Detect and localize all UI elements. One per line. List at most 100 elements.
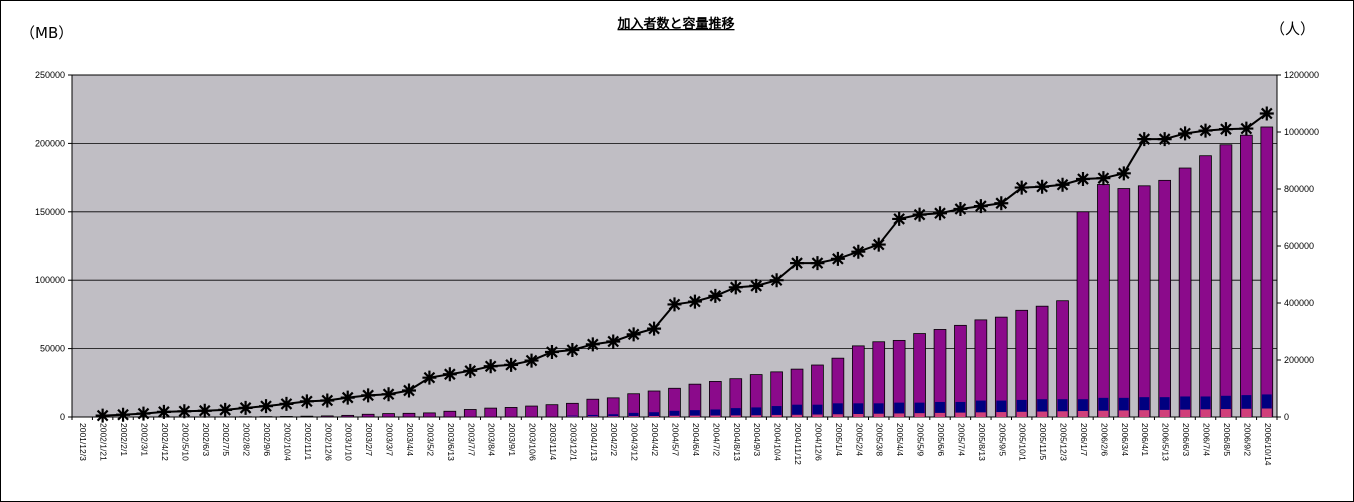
x-tick-label: 2004/10/4 (773, 423, 783, 461)
capacity-segment (873, 403, 884, 417)
capacity-segment (996, 412, 1007, 417)
capacity-bar (1158, 179, 1171, 418)
capacity-bar (1199, 155, 1212, 418)
subscriber-marker (585, 337, 600, 352)
subscriber-marker (1157, 132, 1172, 147)
subscriber-marker (279, 396, 294, 411)
subscriber-marker (565, 343, 580, 358)
x-tick-label: 2004/2/2 (609, 423, 619, 456)
capacity-bar (1137, 185, 1151, 418)
subscriber-marker (156, 404, 171, 419)
x-tick-label: 2003/2/7 (364, 423, 374, 456)
capacity-segment (1016, 399, 1027, 417)
subscriber-marker (381, 387, 396, 402)
x-tick-label: 2004/1/13 (589, 423, 599, 461)
subscriber-marker (1096, 171, 1111, 186)
capacity-segment (751, 407, 762, 417)
capacity-segment (853, 413, 864, 417)
subscriber-marker (95, 408, 110, 423)
subscriber-marker (769, 273, 784, 288)
subscriber-marker (810, 256, 825, 271)
subscriber-marker (973, 199, 988, 214)
subscriber-marker (933, 206, 948, 221)
capacity-segment (1078, 399, 1088, 417)
capacity-segment (1221, 409, 1231, 417)
subscriber-marker (1116, 166, 1131, 181)
capacity-segment (628, 412, 639, 417)
subscriber-marker (1218, 122, 1233, 137)
x-tick-label: 2005/6/6 (936, 423, 946, 456)
subscriber-marker (320, 393, 335, 408)
left-tick-label: 100000 (35, 275, 65, 285)
subscriber-marker (177, 404, 192, 419)
capacity-bar (300, 415, 314, 418)
x-tick-label: 2003/8/4 (487, 423, 497, 456)
capacity-segment (955, 412, 966, 417)
capacity-segment (710, 415, 721, 417)
x-tick-label: 2006/5/13 (1161, 423, 1171, 461)
capacity-bar (341, 414, 355, 418)
capacity-bar (1260, 126, 1274, 418)
subscriber-marker (1055, 177, 1070, 192)
left-tick-label: 200000 (35, 138, 65, 148)
x-tick-label: 2004/7/2 (711, 423, 721, 456)
subscriber-marker (1259, 106, 1274, 121)
capacity-segment (894, 402, 905, 417)
left-tick-label: 50000 (40, 344, 65, 354)
capacity-segment (832, 414, 843, 417)
capacity-segment (1241, 395, 1252, 417)
capacity-bar (280, 416, 293, 418)
capacity-bar (361, 413, 375, 418)
x-tick-label: 2005/5/9 (916, 423, 926, 456)
subscriber-marker (871, 237, 886, 252)
capacity-segment (1261, 408, 1272, 417)
x-tick-label: 2004/11/12 (793, 423, 803, 465)
right-tick-label: 1000000 (1284, 127, 1319, 137)
capacity-segment (812, 404, 823, 417)
subscriber-marker (667, 297, 682, 312)
x-tick-label: 2004/5/7 (671, 423, 681, 456)
x-tick-label: 2003/6/13 (446, 423, 456, 461)
x-tick-label: 2004/6/4 (691, 423, 701, 456)
capacity-segment (1118, 397, 1129, 417)
capacity-segment (1118, 410, 1129, 417)
capacity-bar (606, 397, 620, 418)
capacity-segment (690, 410, 700, 417)
capacity-bar (525, 405, 538, 418)
capacity-segment (914, 413, 925, 417)
left-tick-label: 250000 (35, 70, 65, 80)
x-tick-label: 2004/8/13 (732, 423, 742, 461)
subscriber-marker (483, 359, 498, 374)
right-tick-label: 200000 (1284, 355, 1314, 365)
capacity-bar (484, 407, 498, 418)
capacity-segment (587, 414, 598, 417)
x-tick-label: 2002/11/1 (303, 423, 313, 460)
left-tick-label: 150000 (35, 207, 65, 217)
capacity-segment (894, 413, 905, 417)
capacity-bar (320, 415, 334, 418)
subscriber-marker (116, 407, 131, 422)
subscriber-marker (218, 402, 233, 417)
capacity-bar (423, 412, 436, 418)
capacity-segment (1139, 410, 1150, 417)
subscriber-marker (606, 334, 621, 349)
capacity-segment (792, 414, 802, 417)
capacity-segment (751, 415, 762, 417)
capacity-segment (935, 412, 945, 417)
right-tick-label: 600000 (1284, 241, 1314, 251)
capacity-segment (1261, 394, 1272, 417)
subscriber-marker (259, 399, 274, 414)
subscriber-marker (422, 370, 437, 385)
x-axis: 2001/12/3 2002/1/21 2002/2/1 2002/3/1 2002/4… (71, 417, 1278, 466)
subscriber-marker (1239, 121, 1254, 136)
capacity-segment (1037, 411, 1048, 417)
subscriber-marker (1014, 180, 1029, 195)
subscriber-marker (401, 383, 416, 398)
capacity-segment (1159, 397, 1170, 417)
subscriber-marker (728, 280, 743, 295)
subscriber-marker (442, 367, 457, 382)
capacity-segment (1037, 399, 1048, 417)
x-tick-label: 2002/9/6 (262, 423, 272, 456)
subscriber-marker (1137, 132, 1152, 147)
capacity-segment (567, 415, 578, 417)
